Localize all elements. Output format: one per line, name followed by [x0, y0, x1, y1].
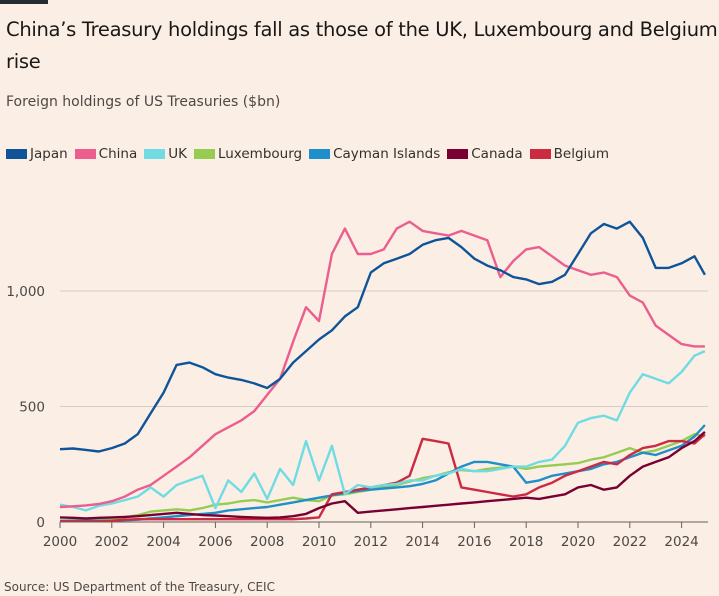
series-line-uk — [59, 350, 706, 512]
chart-subtitle: Foreign holdings of US Treasuries ($bn) — [6, 94, 281, 110]
series-line-belgium — [60, 433, 706, 523]
legend-label: Canada — [471, 146, 523, 162]
x-tick-label: 2002 — [95, 534, 129, 550]
x-tick-label: 2012 — [354, 534, 388, 550]
series-line-cayman-islands — [60, 424, 706, 522]
legend-label: Japan — [30, 146, 68, 162]
series-line-japan — [59, 220, 706, 453]
legend-label: China — [98, 146, 138, 162]
legend-swatch — [309, 149, 331, 159]
legend-swatch — [529, 149, 551, 159]
legend-item-luxembourg: Luxembourg — [193, 146, 303, 162]
legend: Japan China UK Luxembourg Cayman Islands Cana… — [6, 146, 616, 162]
x-tick-label: 2004 — [146, 534, 180, 550]
x-tick-label: 2000 — [43, 534, 77, 550]
x-tick-label: 2008 — [250, 534, 284, 550]
source-note: Source: US Department of the Treasury, C… — [4, 580, 275, 594]
legend-swatch — [447, 149, 469, 159]
x-tick-label: 2016 — [457, 534, 491, 550]
legend-item-china: China — [74, 146, 138, 162]
legend-item-japan: Japan — [6, 146, 68, 162]
x-tick-label: 2014 — [405, 534, 439, 550]
legend-swatch — [193, 149, 215, 159]
legend-item-belgium: Belgium — [529, 146, 609, 162]
legend-item-canada: Canada — [447, 146, 523, 162]
series-line-china — [59, 220, 705, 509]
y-tick-label: 500 — [19, 400, 45, 416]
legend-item-cayman-islands: Cayman Islands — [309, 146, 440, 162]
x-tick-label: 2022 — [613, 534, 647, 550]
legend-item-uk: UK — [144, 146, 187, 162]
legend-swatch — [74, 149, 96, 159]
brand-bar — [0, 0, 48, 4]
x-tick-label: 2018 — [509, 534, 543, 550]
x-tick-label: 2020 — [561, 534, 595, 550]
legend-label: Cayman Islands — [333, 146, 441, 162]
legend-label: Belgium — [553, 146, 609, 162]
series-line-luxembourg — [59, 433, 706, 522]
legend-swatch — [6, 149, 27, 159]
series-line-canada — [59, 431, 706, 520]
x-tick-label: 2006 — [198, 534, 232, 550]
legend-label: UK — [168, 146, 187, 162]
x-tick-label: 2024 — [664, 534, 698, 550]
y-tick-label: 0 — [36, 515, 45, 531]
legend-swatch — [144, 149, 166, 159]
chart-title: China’s Treasury holdings fall as those … — [6, 18, 718, 73]
y-tick-label: 1,000 — [6, 284, 45, 300]
legend-label: Luxembourg — [217, 146, 303, 162]
x-tick-label: 2010 — [302, 534, 336, 550]
